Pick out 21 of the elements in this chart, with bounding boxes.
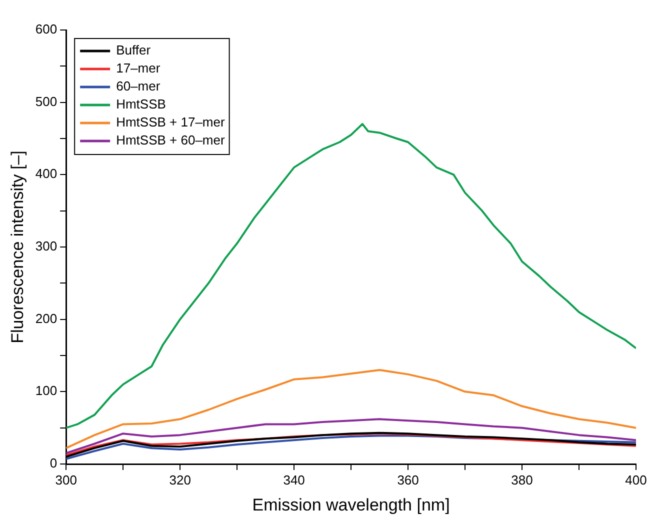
y-axis-title: Fluorescence intensity [–] [8,150,27,344]
legend-label: HmtSSB + 17–mer [116,114,226,130]
y-tick-label: 100 [35,383,58,398]
legend-label: 60–mer [116,78,161,94]
legend-label: HmtSSB [116,96,166,112]
y-tick-label: 600 [35,22,58,37]
y-tick-label: 500 [35,94,58,109]
legend-label: 17–mer [116,60,161,76]
y-tick-label: 200 [35,310,58,326]
x-tick-label: 300 [55,472,77,488]
legend-label: Buffer [116,42,152,58]
x-axis-title: Emission wavelength [nm] [252,495,450,514]
y-tick-label: 300 [35,238,58,254]
x-tick-label: 320 [169,472,191,488]
y-tick-label: 400 [35,166,58,182]
y-tick-label: 0 [50,456,58,471]
legend-label: HmtSSB + 60–mer [116,132,226,148]
x-tick-label: 400 [625,472,647,488]
x-tick-label: 360 [397,472,419,488]
x-tick-label: 340 [283,472,305,488]
x-tick-label: 380 [511,472,533,488]
